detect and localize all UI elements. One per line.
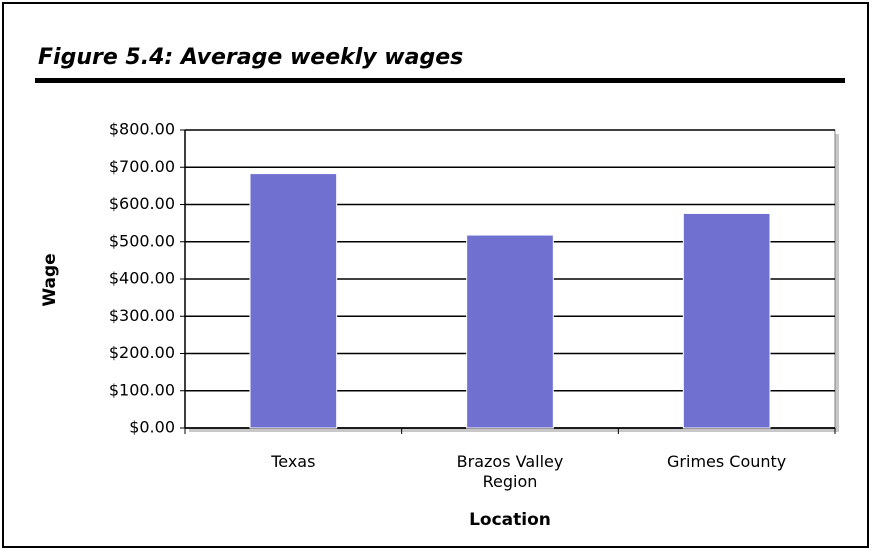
y-tick-label: $100.00 bbox=[109, 380, 175, 399]
bar bbox=[682, 212, 771, 429]
x-tick-label: Grimes County bbox=[667, 452, 787, 471]
y-axis-label: Wage bbox=[40, 253, 60, 306]
y-tick-label: $600.00 bbox=[109, 194, 175, 213]
y-tick-label: $400.00 bbox=[109, 269, 175, 288]
y-tick-label: $300.00 bbox=[109, 306, 175, 325]
chart-title: Figure 5.4: Average weekly wages bbox=[38, 45, 463, 70]
y-tick-label: $700.00 bbox=[109, 157, 175, 176]
title-rule bbox=[35, 78, 845, 83]
x-tick-label: Brazos Valley Region bbox=[456, 452, 564, 491]
y-tick-label: $500.00 bbox=[109, 231, 175, 250]
y-tick-label: $200.00 bbox=[109, 343, 175, 362]
x-tick-label: Texas bbox=[271, 452, 316, 471]
bar bbox=[249, 173, 338, 429]
y-tick-label: $0.00 bbox=[129, 418, 175, 437]
x-axis-label: Location bbox=[469, 510, 551, 530]
bar bbox=[466, 234, 554, 429]
y-tick-label: $800.00 bbox=[109, 120, 175, 139]
